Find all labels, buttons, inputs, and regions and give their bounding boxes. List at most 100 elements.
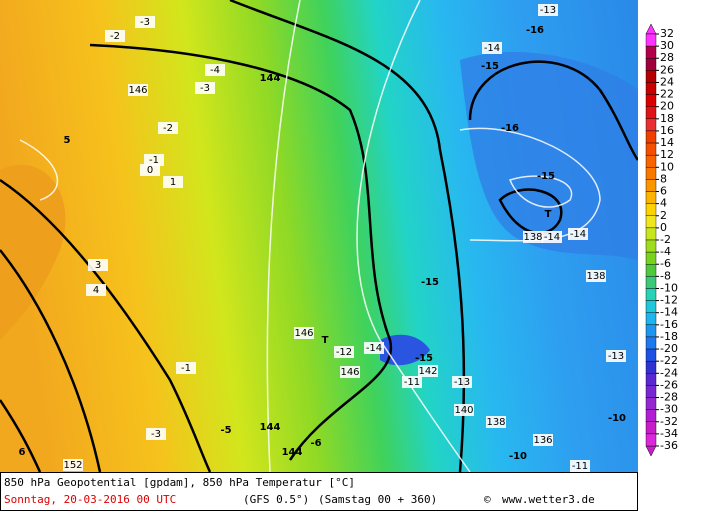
colorbar-swatch: [645, 288, 657, 301]
label-box: [63, 459, 83, 471]
map-label: 146: [294, 328, 313, 339]
map-label: 138: [523, 232, 542, 243]
footer-description: 850 hPa Geopotential [gpdam], 850 hPa Te…: [4, 476, 355, 489]
colorbar-label: -4: [660, 245, 671, 258]
map-label: 152: [63, 460, 82, 471]
colorbar-swatch: [645, 336, 657, 350]
colorbar-label: -32: [660, 415, 678, 428]
warm-area: [0, 164, 66, 340]
colorbar-label: -10: [660, 281, 678, 294]
label-box: [195, 82, 215, 94]
label-box: [452, 376, 472, 388]
colorbar-label: -12: [660, 294, 678, 307]
label-box: [606, 350, 626, 362]
colorbar-swatch: [645, 191, 657, 204]
map-label: 0: [147, 165, 153, 176]
colorbar-label: 8: [660, 172, 667, 185]
map-label: 3: [95, 260, 101, 271]
colorbar-label: 24: [660, 75, 674, 88]
colorbar: 32302826242220181614121086420-2-4-6-8-10…: [645, 23, 678, 457]
colorbar-swatch: [645, 397, 657, 410]
colorbar-label: 12: [660, 148, 674, 161]
map-label: -16: [526, 25, 544, 36]
colorbar-swatch: [645, 142, 657, 156]
colorbar-swatch: [645, 33, 657, 47]
footer-model: (GFS 0.5°): [243, 493, 309, 506]
colorbar-swatch: [645, 70, 657, 83]
colorbar-label: -28: [660, 391, 678, 404]
map-label: T: [545, 209, 552, 220]
colorbar-swatch: [645, 300, 657, 313]
map-label: -11: [404, 377, 420, 388]
colorbar-label: -8: [660, 269, 671, 282]
label-box: [105, 30, 125, 42]
label-box: [294, 327, 314, 339]
map-label: -2: [110, 31, 120, 42]
colorbar-swatch: [645, 409, 657, 422]
colorbar-swatch: [645, 154, 657, 168]
footer-website: www.wetter3.de: [502, 493, 595, 506]
map-label: -15: [537, 171, 555, 182]
map-label: 138: [486, 417, 505, 428]
colorbar-swatch: [645, 167, 657, 180]
map-label: 136: [533, 435, 552, 446]
colorbar-label: -14: [660, 306, 678, 319]
colorbar-label: 26: [660, 63, 674, 76]
map-label: -1: [149, 155, 159, 166]
colorbar-swatch: [645, 106, 657, 120]
colorbar-swatch: [645, 324, 657, 338]
map-label: 4: [93, 285, 99, 296]
colorbar-label: -26: [660, 378, 678, 391]
map-label: 144: [260, 73, 281, 84]
label-box: [482, 42, 502, 54]
label-box: [140, 164, 160, 176]
colorbar-label: 14: [660, 136, 674, 149]
colorbar-label: -30: [660, 403, 678, 416]
colorbar-swatch: [645, 312, 657, 326]
geopotential-isolines: [0, 0, 640, 473]
colorbar-swatch: [645, 130, 657, 144]
label-box: [402, 376, 422, 388]
colorbar-swatch: [645, 348, 657, 362]
colorbar-label: 20: [660, 100, 674, 113]
map-label: -3: [140, 17, 150, 28]
colorbar-label: 6: [660, 185, 667, 198]
label-box: [454, 404, 474, 416]
label-box: [88, 259, 108, 271]
label-box: [533, 434, 553, 446]
colorbar-label: 4: [660, 197, 667, 210]
colorbar-swatch: [645, 276, 657, 289]
colorbar-label: -16: [660, 318, 678, 331]
colorbar-label: 28: [660, 51, 674, 64]
colorbar-label: 10: [660, 160, 674, 173]
map-label: -16: [501, 123, 519, 134]
colorbar-swatch: [645, 58, 657, 71]
map-label: -1: [181, 363, 191, 374]
colorbar-label: -20: [660, 342, 678, 355]
colorbar-label: -34: [660, 427, 678, 440]
footer-date: Sonntag, 20-03-2016 00 UTC: [4, 493, 176, 506]
map-label: -13: [608, 351, 624, 362]
colorbar-label: -2: [660, 233, 671, 246]
map-label: -14: [366, 343, 382, 354]
map-label: 142: [418, 366, 437, 377]
colorbar-swatch: [645, 118, 657, 132]
map-label: -10: [509, 451, 527, 462]
map-label: 138: [586, 271, 605, 282]
map-label: -3: [200, 83, 210, 94]
colorbar-swatch: [645, 373, 657, 386]
isotherms: [19, 0, 601, 473]
map-label: -14: [570, 229, 586, 240]
map-label: 144: [260, 422, 281, 433]
colorbar-swatch: [645, 264, 657, 277]
label-box: [418, 365, 438, 377]
map-label: 6: [19, 447, 26, 458]
label-box: [128, 84, 148, 96]
colorbar-swatch: [645, 94, 657, 107]
map-label: -12: [336, 347, 352, 358]
colorbar-label: -24: [660, 366, 678, 379]
colorbar-label: 18: [660, 112, 674, 125]
colorbar-label: 2: [660, 209, 667, 222]
label-box: [86, 284, 106, 296]
colorbar-label: 30: [660, 39, 674, 52]
